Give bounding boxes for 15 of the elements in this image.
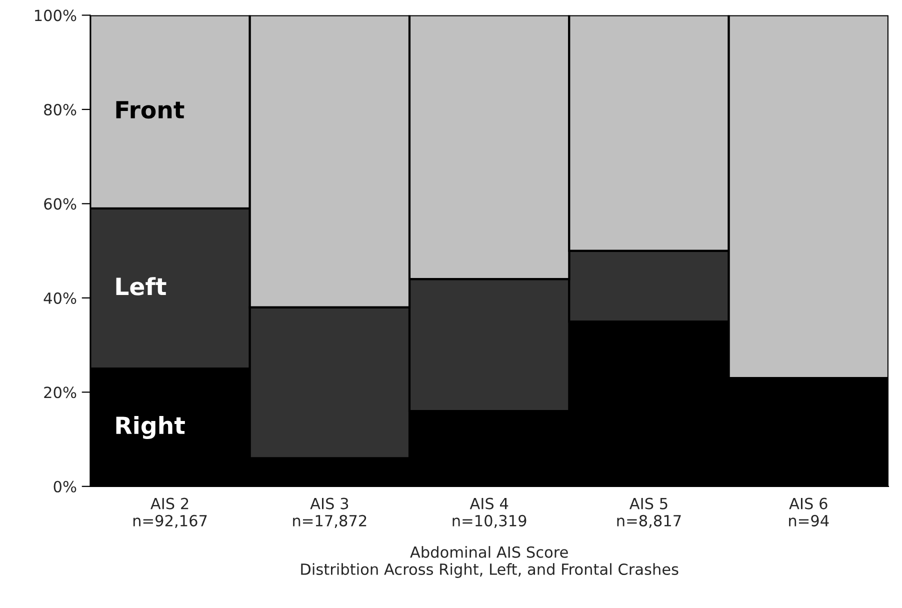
x-tick-label: AIS 5 n=8,817: [617, 498, 681, 528]
x-axis-title: Abdominal AIS Score Distribtion Across Right, Left, and Frontal Crashes: [301, 546, 678, 578]
series-label: Front: [116, 101, 184, 119]
y-tick-label: 40%: [44, 292, 76, 304]
x-tick-label: AIS 6 n=94: [789, 498, 829, 526]
series-label: Right: [116, 416, 185, 440]
x-tick-label: AIS 4 n=10,319: [452, 498, 526, 528]
x-tick-label: AIS 2 n=92,167: [133, 498, 207, 528]
y-tick-label: 80%: [44, 104, 76, 116]
y-tick-label: 60%: [44, 198, 76, 210]
y-tick-label: 20%: [44, 386, 76, 398]
y-tick-label: 100%: [35, 10, 76, 22]
series-label: Left: [116, 277, 166, 296]
x-tick-label: AIS 3 n=17,872: [293, 498, 366, 528]
y-tick-label: 0%: [54, 480, 76, 492]
